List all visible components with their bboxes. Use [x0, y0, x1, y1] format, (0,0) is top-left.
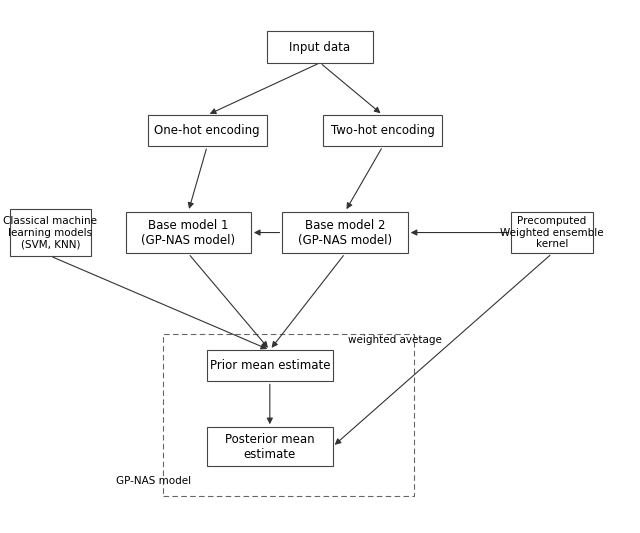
Text: Posterior mean
estimate: Posterior mean estimate [225, 433, 315, 461]
FancyBboxPatch shape [207, 427, 333, 466]
Bar [163, 334, 414, 496]
Text: Base model 2
(GP-NAS model): Base model 2 (GP-NAS model) [298, 219, 392, 247]
Text: Two-hot encoding: Two-hot encoding [331, 124, 435, 137]
Text: weighted avetage: weighted avetage [348, 335, 442, 345]
FancyBboxPatch shape [323, 115, 442, 147]
FancyBboxPatch shape [511, 212, 593, 254]
Text: One-hot encoding: One-hot encoding [154, 124, 260, 137]
Text: Input data: Input data [289, 41, 351, 54]
FancyBboxPatch shape [207, 350, 333, 382]
FancyBboxPatch shape [148, 115, 267, 147]
Text: Precomputed
Weighted ensemble
kernel: Precomputed Weighted ensemble kernel [500, 216, 604, 249]
FancyBboxPatch shape [125, 212, 251, 254]
Text: Prior mean estimate: Prior mean estimate [209, 359, 330, 372]
Text: Classical machine
learning models
(SVM, KNN): Classical machine learning models (SVM, … [3, 216, 97, 249]
Text: GP-NAS model: GP-NAS model [116, 475, 191, 486]
FancyBboxPatch shape [10, 209, 91, 256]
FancyBboxPatch shape [267, 31, 373, 63]
FancyBboxPatch shape [282, 212, 408, 254]
Text: Base model 1
(GP-NAS model): Base model 1 (GP-NAS model) [141, 219, 236, 247]
